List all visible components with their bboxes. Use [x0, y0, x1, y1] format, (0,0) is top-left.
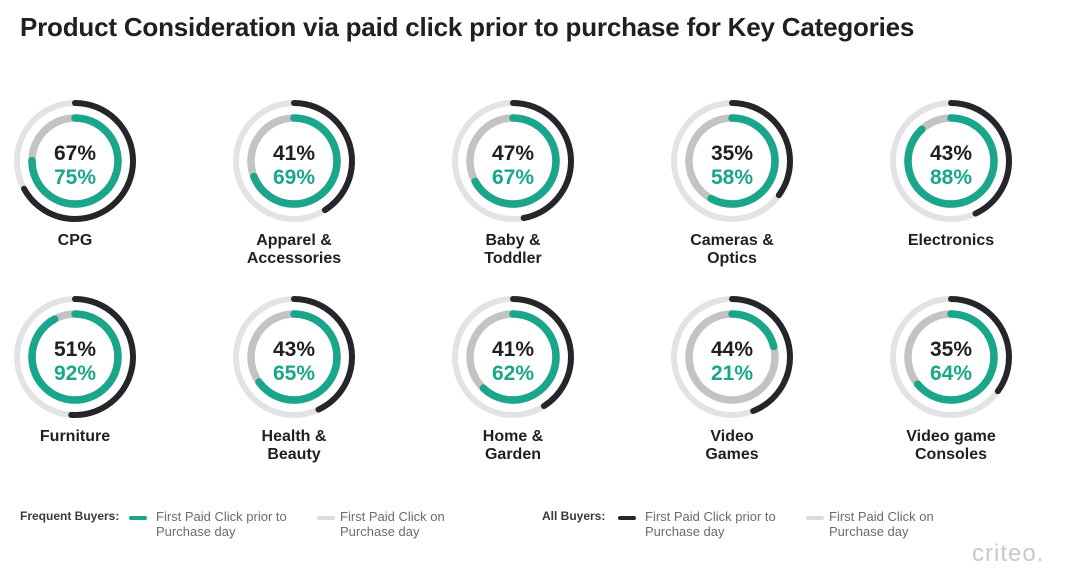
category-label-line: Accessories [246, 250, 342, 267]
category-label-line: Apparel & [256, 232, 332, 249]
category-label: Electronics [851, 232, 1051, 250]
legend-frequent-prior-line2: Purchase day [156, 524, 236, 539]
legend-all-prior-swatch [618, 516, 636, 520]
category-label: Health & Beauty [194, 428, 394, 464]
frequent-buyers-ring-arc [247, 310, 341, 404]
radial-progress [890, 100, 1012, 222]
radial-progress [14, 100, 136, 222]
all-buyers-value: 43% [929, 142, 973, 165]
legend-frequent-prior-swatch [129, 516, 147, 520]
legend-all-on-swatch [806, 516, 824, 520]
radial-progress [233, 296, 355, 418]
legend-frequent-on-swatch [317, 516, 335, 520]
frequent-buyers-value: 92% [53, 362, 97, 385]
all-buyers-value: 41% [272, 142, 316, 165]
frequent-buyers-value: 88% [929, 166, 973, 189]
legend-all-on-line2: Purchase day [829, 524, 909, 539]
category-label: Video Games [632, 428, 832, 464]
all-buyers-ring-arc [233, 100, 355, 222]
category-label-line: Toddler [484, 250, 542, 267]
frequent-buyers-ring-arc [904, 114, 998, 208]
frequent-buyers-value: 62% [491, 362, 535, 385]
category-label-line: Video [710, 428, 754, 445]
legend-all-on-line1: First Paid Click on [829, 509, 934, 524]
legend-all-prior-label: First Paid Click prior to Purchase day [645, 509, 805, 539]
category-label-line: Games [705, 446, 759, 463]
criteo-logo: criteo. [972, 540, 1045, 567]
all-buyers-value: 51% [53, 338, 97, 361]
category-label-line: Electronics [907, 232, 995, 249]
all-buyers-value: 43% [272, 338, 316, 361]
frequent-buyers-ring-arc [466, 310, 560, 404]
frequent-buyers-ring-arc [28, 114, 122, 208]
category-label-line: Consoles [914, 446, 987, 463]
category-label-line: Video game [906, 428, 996, 445]
all-buyers-value: 67% [53, 142, 97, 165]
category-label: Home & Garden [413, 428, 613, 464]
legend-all-prior-line2: Purchase day [645, 524, 725, 539]
frequent-buyers-ring-arc [904, 310, 998, 404]
legend-frequent-on-line1: First Paid Click on [340, 509, 445, 524]
frequent-buyers-value: 69% [272, 166, 316, 189]
frequent-buyers-value: 65% [272, 362, 316, 385]
category-label: Apparel & Accessories [194, 232, 394, 268]
category-label-line: Optics [707, 250, 757, 267]
all-buyers-value: 47% [491, 142, 535, 165]
category-label: CPG [0, 232, 175, 250]
page-title: Product Consideration via paid click pri… [20, 12, 915, 42]
all-buyers-ring-arc [14, 296, 136, 418]
legend-frequent-on-label: First Paid Click on Purchase day [340, 509, 500, 539]
category-label: Baby & Toddler [413, 232, 613, 268]
category-label: Cameras & Optics [632, 232, 832, 268]
frequent-buyers-value: 64% [929, 362, 973, 385]
frequent-buyers-ring-arc [247, 114, 341, 208]
radial-progress [233, 100, 355, 222]
category-label-line: Home & [482, 428, 544, 445]
legend-all-on-label: First Paid Click on Purchase day [829, 509, 989, 539]
all-buyers-ring-arc [671, 100, 793, 222]
category-label-line: Baby & [485, 232, 541, 249]
category-label-line: Furniture [39, 428, 111, 445]
radial-progress [671, 296, 793, 418]
radial-progress [452, 296, 574, 418]
frequent-buyers-ring-arc [28, 310, 122, 404]
all-buyers-ring-arc [452, 100, 574, 222]
frequent-buyers-value: 58% [710, 166, 754, 189]
category-label-line: Health & [261, 428, 327, 445]
frequent-buyers-value: 21% [710, 362, 754, 385]
all-buyers-ring-arc [452, 296, 574, 418]
legend-frequent-prior-label: First Paid Click prior to Purchase day [156, 509, 316, 539]
all-buyers-ring-arc [14, 100, 136, 222]
radial-progress [671, 100, 793, 222]
all-buyers-ring-arc [890, 296, 1012, 418]
category-label-line: CPG [57, 232, 93, 249]
all-buyers-value: 41% [491, 338, 535, 361]
all-buyers-value: 44% [710, 338, 754, 361]
category-label-line: Cameras & [690, 232, 774, 249]
all-buyers-ring-arc [890, 100, 1012, 222]
category-label-line: Beauty [267, 446, 321, 463]
all-buyers-ring-arc [233, 296, 355, 418]
category-label: Furniture [0, 428, 175, 446]
radial-progress [452, 100, 574, 222]
legend-frequent-prior-line1: First Paid Click prior to [156, 509, 287, 524]
legend-frequent-heading: Frequent Buyers: [20, 509, 120, 523]
frequent-buyers-ring-arc [685, 310, 779, 404]
radial-chart-grid: 67% 75% CPG 41% 69% Apparel & Accessories 47% 67… [0, 100, 1051, 464]
legend-all-prior-line1: First Paid Click prior to [645, 509, 776, 524]
all-buyers-ring-arc [671, 296, 793, 418]
frequent-buyers-ring-arc [466, 114, 560, 208]
frequent-buyers-ring-arc [685, 114, 779, 208]
legend-all-heading: All Buyers: [542, 509, 606, 523]
category-label: Video game Consoles [851, 428, 1051, 464]
all-buyers-value: 35% [710, 142, 754, 165]
frequent-buyers-value: 67% [491, 166, 535, 189]
category-label-line: Garden [484, 446, 541, 463]
frequent-buyers-value: 75% [53, 166, 97, 189]
radial-progress [890, 296, 1012, 418]
all-buyers-value: 35% [929, 338, 973, 361]
radial-progress [14, 296, 136, 418]
legend-frequent-on-line2: Purchase day [340, 524, 420, 539]
